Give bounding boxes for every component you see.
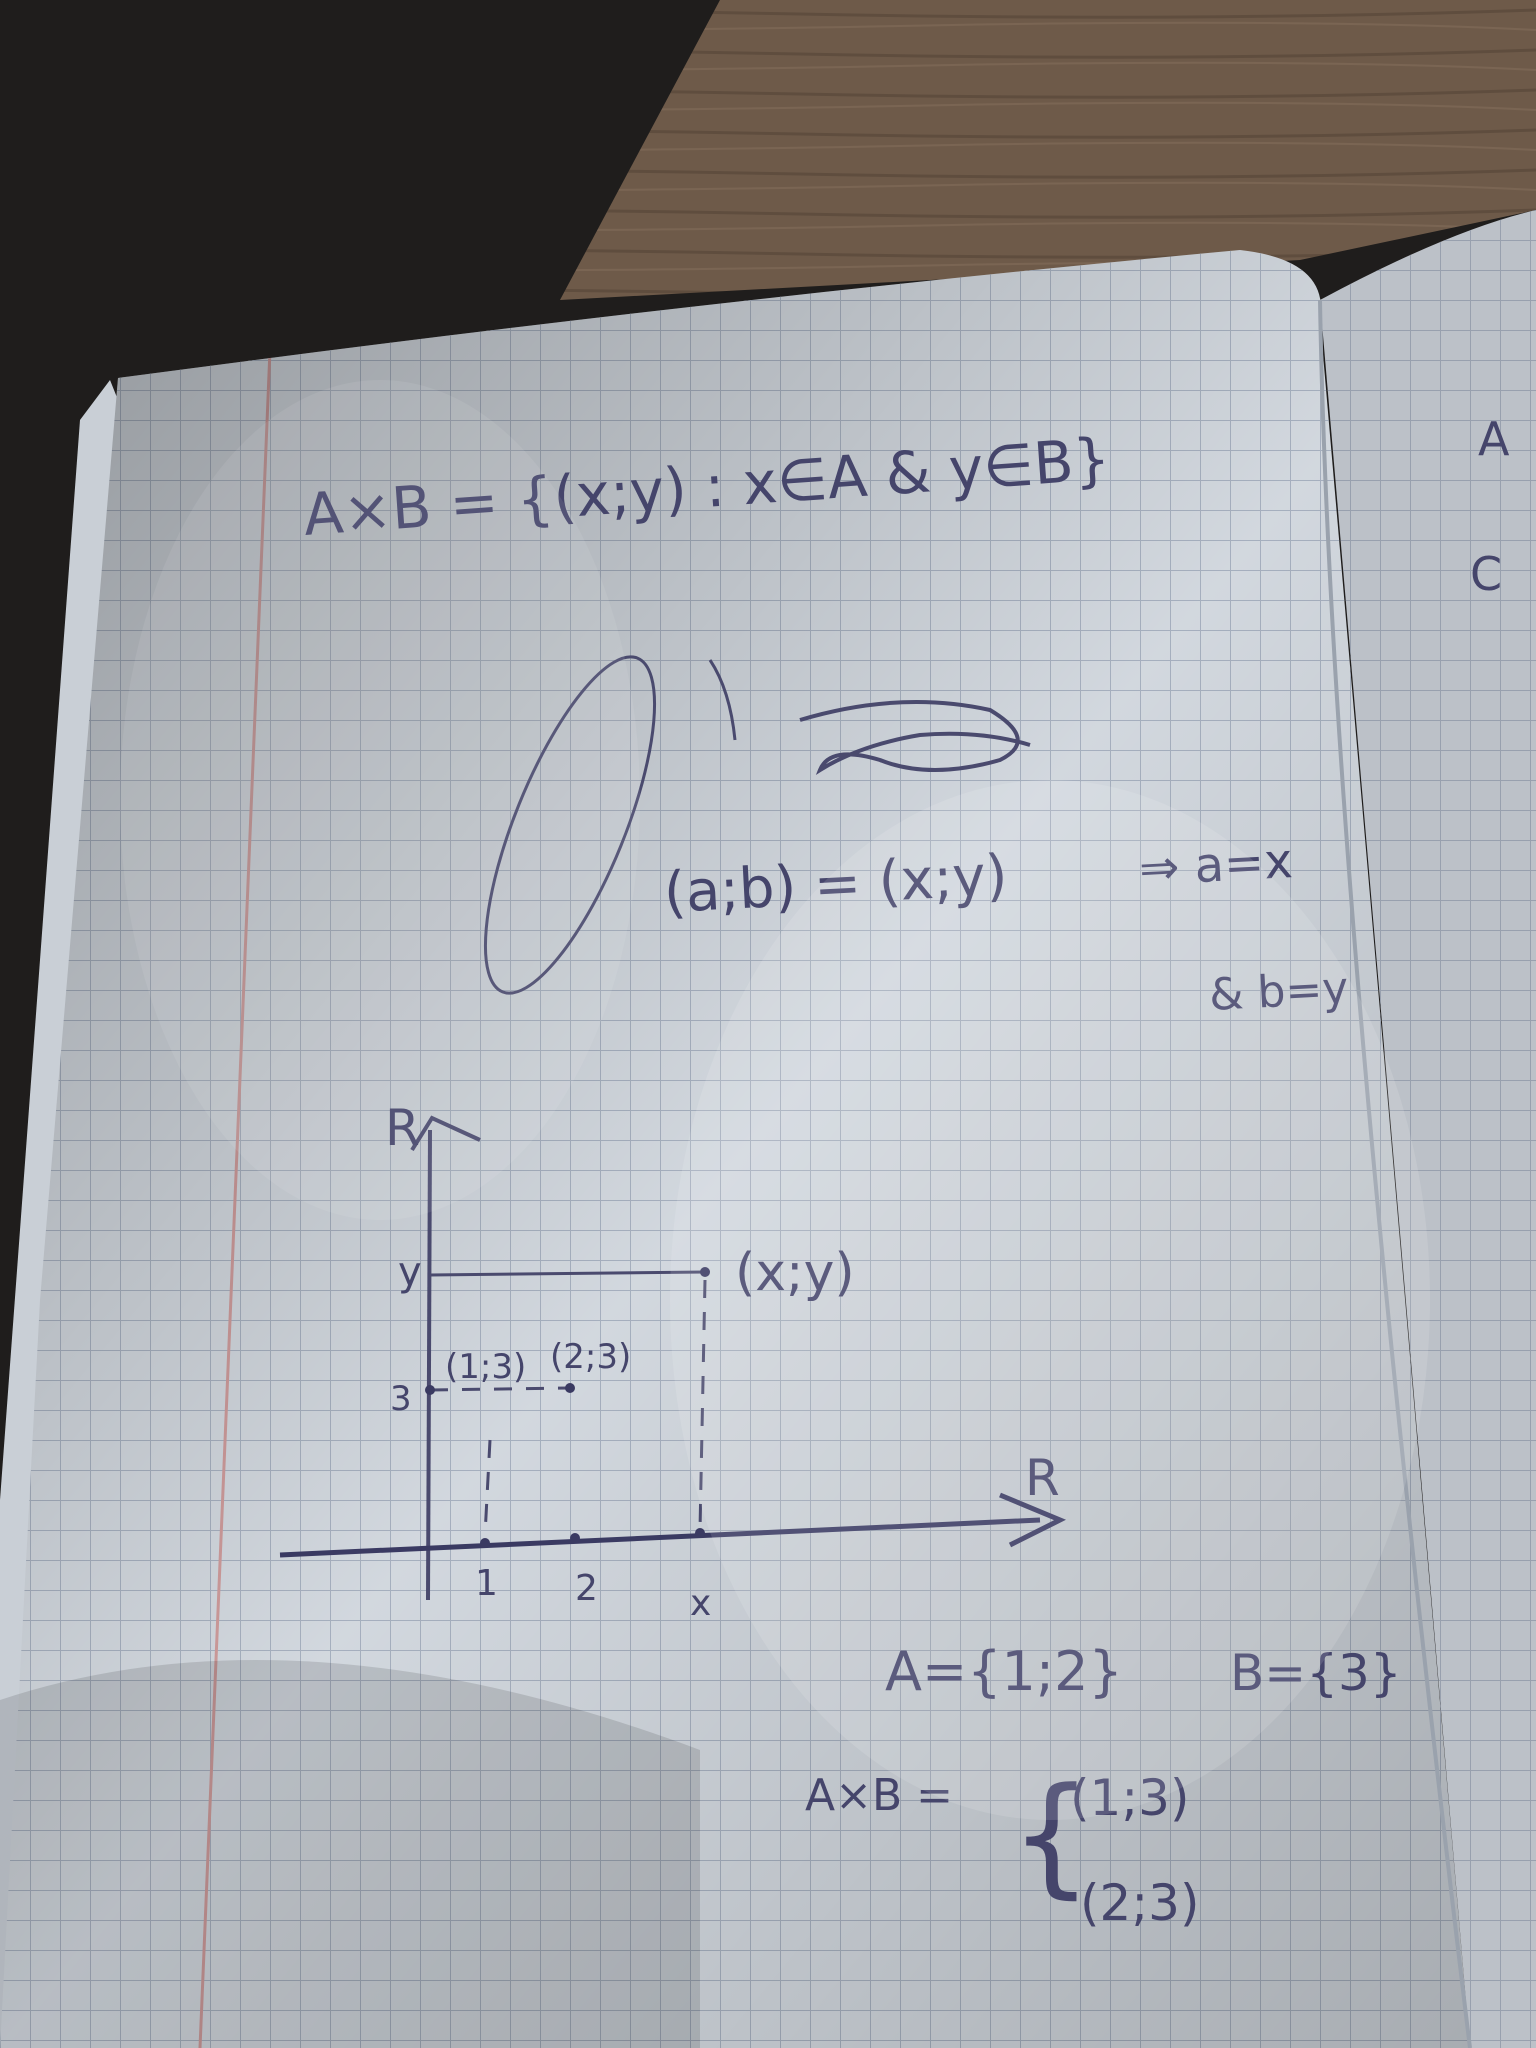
right-page-letter-a: A: [1478, 412, 1510, 466]
x-axis-arrow: [999, 1492, 1067, 1548]
lighting-overlay: [0, 380, 1430, 2048]
scribble-area: [483, 655, 1031, 995]
wooden-table: [560, 0, 1536, 300]
x-tick-2-dot: [570, 1533, 580, 1543]
point-23-dot: [565, 1383, 575, 1393]
y-level-line: [429, 1270, 706, 1277]
set-a: A={1;2}: [885, 1640, 1123, 1703]
x-tick-1: 1: [475, 1563, 498, 1604]
x-tick-x: x: [690, 1583, 711, 1624]
y-axis-arrow: [410, 1115, 481, 1152]
right-page-letter-c: C: [1470, 547, 1502, 601]
left-page: [0, 250, 1470, 2048]
x-dashed-drop: [698, 1279, 707, 1531]
x-axis-label: R: [1025, 1449, 1060, 1507]
y-tick-3: 3: [390, 1379, 412, 1419]
x-axis: [279, 1517, 1041, 1558]
x1-dashed-drop: [483, 1439, 492, 1536]
point-13-label: (1;3): [445, 1347, 526, 1387]
pair-equality-second-condition: & b=y: [1208, 963, 1350, 1021]
x-tick-2: 2: [575, 1568, 598, 1609]
y-axis-label: R: [385, 1099, 420, 1157]
set-b: B={3}: [1230, 1644, 1402, 1702]
point-23-label: (2;3): [550, 1337, 631, 1377]
product-item-2: (2;3): [1080, 1874, 1199, 1932]
book-spine-fold: [1318, 299, 1472, 2048]
y-tick-y: y: [398, 1249, 422, 1295]
point-xy-dot: [700, 1267, 710, 1277]
x-tick-x-dot: [695, 1528, 705, 1538]
pair-equality-implication: ⇒ a=x: [1138, 833, 1294, 897]
product-item-1: (1;3): [1070, 1769, 1189, 1827]
x-tick-1-dot: [480, 1538, 490, 1548]
y-axis: [426, 1129, 432, 1601]
level-3-dashed-line: [429, 1386, 571, 1392]
coordinate-diagram: R R y 3 (x;y) (1;3) (2;3) 1 2 x: [279, 1099, 1067, 1624]
point-xy-label: (x;y): [735, 1243, 855, 1303]
point-13-dot: [425, 1385, 435, 1395]
product-lhs: A×B =: [805, 1770, 953, 1821]
product-brace: {: [1010, 1759, 1093, 1911]
